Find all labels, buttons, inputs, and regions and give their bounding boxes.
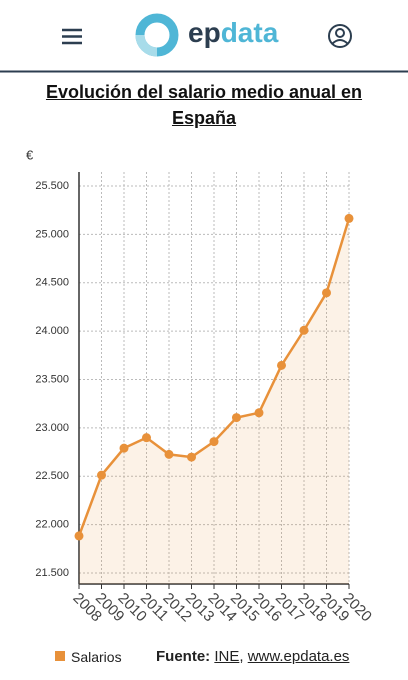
y-unit: € (26, 147, 34, 162)
y-tick-label: 23.500 (35, 373, 69, 385)
y-tick-label: 25.000 (35, 228, 69, 240)
logo-ep: ep (188, 17, 221, 48)
area (79, 218, 349, 584)
point (277, 360, 286, 370)
point (164, 449, 174, 459)
point (299, 325, 309, 335)
logo-data: data (221, 17, 279, 48)
point (322, 288, 331, 298)
legend-label[interactable]: Salarios (71, 649, 122, 665)
point (142, 433, 151, 443)
logo-icon[interactable] (135, 13, 179, 57)
source-label: Fuente: (156, 648, 211, 665)
point (119, 443, 129, 453)
user-button[interactable] (328, 24, 352, 48)
y-tick-label: 23.000 (35, 422, 69, 434)
source-link[interactable]: INE (214, 648, 240, 665)
logo-text[interactable]: epdata (188, 17, 279, 48)
point (97, 470, 106, 480)
source-link[interactable]: www.epdata.es (247, 648, 350, 665)
point (232, 413, 241, 423)
y-tick-label: 21.500 (35, 567, 69, 579)
point (187, 452, 196, 462)
point (74, 531, 84, 541)
chart-title: Evolución del salario medio anual en Esp… (45, 82, 363, 128)
legend-swatch (55, 651, 65, 661)
point (209, 437, 219, 447)
y-tick-label: 24.500 (35, 277, 69, 289)
separator: , (239, 648, 244, 665)
y-tick-label: 22.500 (35, 470, 69, 482)
y-tick-label: 22.000 (35, 519, 69, 531)
menu-button[interactable] (62, 28, 82, 45)
point (254, 408, 264, 418)
y-tick-label: 24.000 (35, 325, 69, 337)
point (344, 213, 354, 223)
y-tick-label: 25.500 (35, 180, 69, 192)
